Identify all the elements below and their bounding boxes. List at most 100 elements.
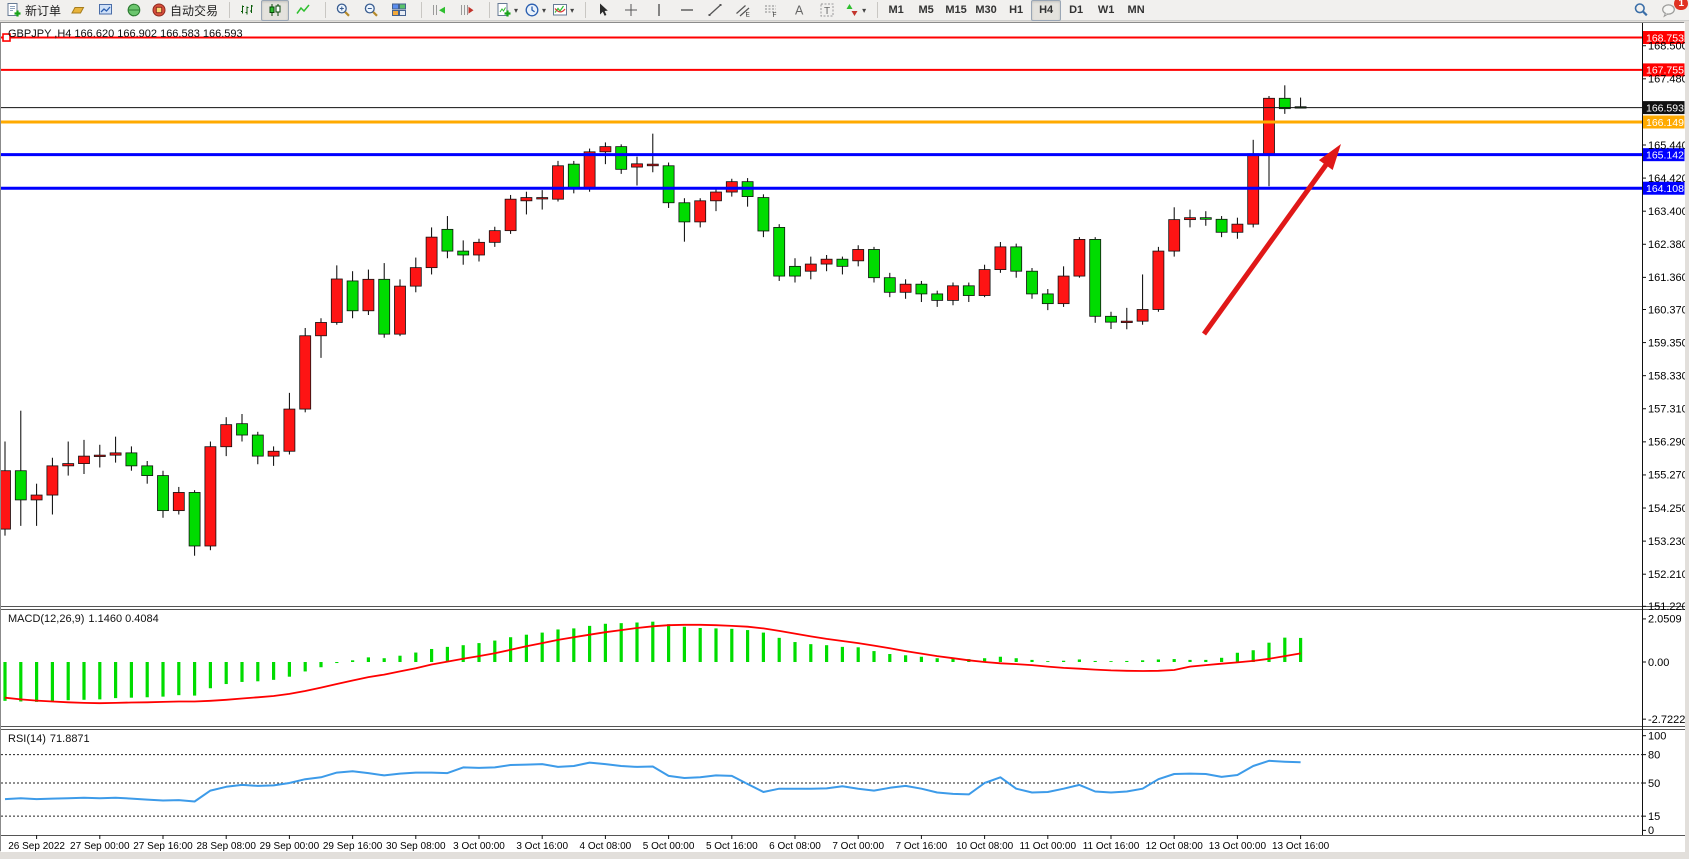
chevron-down-icon: ▾ <box>862 5 867 15</box>
price-badge-167.755 <box>1642 63 1685 77</box>
svg-text:155.270: 155.270 <box>1648 470 1685 482</box>
horizontal-lines: 168.753 167.755 166.593 166.149 165.142 164.1… <box>1 31 1685 195</box>
shapes-button[interactable]: ▾ <box>841 0 869 21</box>
toolbar-separator <box>483 2 491 18</box>
svg-text:29 Sep 00:00: 29 Sep 00:00 <box>260 841 320 852</box>
chart-title: GBPJPY ,H4 166.620 166.902 166.583 166.5… <box>8 28 243 40</box>
clock-icon <box>525 3 539 17</box>
navigator-icon <box>127 3 141 17</box>
new-order-icon <box>7 3 21 17</box>
trendline-button[interactable] <box>701 0 729 21</box>
channel-button[interactable]: E <box>729 0 757 21</box>
chat-icon <box>1662 4 1675 18</box>
timeframe-m30-button[interactable]: M30 <box>975 4 997 16</box>
profiles-button[interactable]: ▾ <box>521 0 549 21</box>
svg-text:168.500: 168.500 <box>1648 41 1685 53</box>
svg-text:164.108: 164.108 <box>1646 183 1684 195</box>
bars-icon <box>241 5 254 15</box>
timeframe-mn-button[interactable]: MN <box>1127 4 1145 16</box>
chevron-down-icon: ▾ <box>542 5 547 15</box>
label-button[interactable]: T <box>813 0 841 21</box>
svg-text:167.480: 167.480 <box>1648 74 1685 86</box>
price-badge-164.108 <box>1642 181 1685 195</box>
svg-text:6 Oct 08:00: 6 Oct 08:00 <box>769 841 821 852</box>
svg-text:166.149: 166.149 <box>1646 117 1684 129</box>
new-order-button[interactable]: 新订单 <box>3 0 64 21</box>
svg-text:0.00: 0.00 <box>1648 657 1669 669</box>
svg-text:7 Oct 00:00: 7 Oct 00:00 <box>832 841 884 852</box>
timeframe-m5-button[interactable]: M5 <box>918 4 934 16</box>
market-watch-button[interactable] <box>92 0 120 21</box>
new-order-button-label: 新订单 <box>25 3 62 18</box>
svg-text:2.0509: 2.0509 <box>1648 614 1682 626</box>
indicators-icon <box>553 4 568 16</box>
candles-icon <box>269 4 281 16</box>
channel-icon: E <box>736 5 751 18</box>
price-badge-166.593 <box>1642 101 1685 115</box>
trend-arrow-annotation[interactable] <box>1201 144 1341 336</box>
chevron-down-icon: ▾ <box>514 5 519 15</box>
svg-text:F: F <box>773 12 777 18</box>
search-button[interactable] <box>1627 0 1655 21</box>
rsi-value: 71.8871 <box>49 733 90 745</box>
timeframe-d1-button[interactable]: D1 <box>1069 4 1084 16</box>
toolbar-right-group: 1 <box>1627 0 1688 21</box>
candles <box>0 85 1307 556</box>
navigator-button[interactable] <box>120 0 148 21</box>
toolbar-separator <box>223 2 231 18</box>
svg-text:5 Oct 16:00: 5 Oct 16:00 <box>706 841 758 852</box>
textT-icon: T <box>820 3 834 17</box>
svg-text:T: T <box>824 6 830 17</box>
cursor-button[interactable] <box>589 0 617 21</box>
svg-text:167.755: 167.755 <box>1646 65 1684 77</box>
zoom-in-button[interactable] <box>329 0 357 21</box>
candlestick-chart-button[interactable] <box>261 0 290 21</box>
line-chart-button[interactable] <box>289 0 317 21</box>
text-button[interactable]: A <box>785 0 813 21</box>
macd-panel <box>3 621 1303 705</box>
svg-text:15: 15 <box>1648 811 1660 823</box>
crosshair-icon <box>625 4 638 16</box>
bar-chart-button[interactable] <box>233 0 261 21</box>
svg-text:12 Oct 08:00: 12 Oct 08:00 <box>1146 841 1204 852</box>
autotrading-button[interactable]: 自动交易 <box>148 0 221 21</box>
auto-scroll-button[interactable] <box>453 0 481 21</box>
timeframe-h1-button[interactable]: H1 <box>1009 4 1024 16</box>
hline-button[interactable] <box>673 0 701 21</box>
tile-windows-button[interactable] <box>385 0 413 21</box>
indicators-button[interactable]: ▾ <box>549 0 577 21</box>
svg-text:27 Sep 00:00: 27 Sep 00:00 <box>70 841 130 852</box>
timeframe-m1-button[interactable]: M1 <box>888 4 904 16</box>
chart-shift-button[interactable] <box>425 0 453 21</box>
line-handle[interactable] <box>2 33 11 42</box>
zoom-out-icon <box>364 3 378 17</box>
timeframe-m15-button[interactable]: M15 <box>945 4 967 16</box>
svg-text:156.290: 156.290 <box>1648 437 1685 449</box>
timeframe-h4-button[interactable]: H4 <box>1031 0 1062 21</box>
svg-text:159.350: 159.350 <box>1648 337 1685 349</box>
toolbar-separator <box>415 2 423 18</box>
svg-text:50: 50 <box>1648 778 1660 790</box>
timeframe-w1-button[interactable]: W1 <box>1097 4 1115 16</box>
svg-text:166.593: 166.593 <box>1646 102 1684 114</box>
fibo-icon: F <box>765 5 777 18</box>
svg-text:A: A <box>795 4 804 18</box>
vline-button[interactable] <box>645 0 673 21</box>
notifications-button[interactable]: 1 <box>1655 0 1688 21</box>
fibonacci-button[interactable]: F <box>757 0 785 21</box>
notification-count-badge: 1 <box>1674 0 1688 10</box>
crosshair-button[interactable] <box>617 0 645 21</box>
autotrading-button-label: 自动交易 <box>170 3 219 18</box>
macd-signal-line <box>4 623 1301 705</box>
zoom-out-button[interactable] <box>357 0 385 21</box>
chart-window: 168.753 167.755 166.593 166.149 165.142 164.1… <box>0 22 1688 852</box>
chart-canvas[interactable]: 168.753 167.755 166.593 166.149 165.142 164.1… <box>0 23 1688 852</box>
svg-text:0: 0 <box>1648 825 1654 837</box>
svg-text:26 Sep 2022: 26 Sep 2022 <box>8 841 65 852</box>
new-chart-button[interactable]: ▾ <box>493 0 521 21</box>
hline-icon <box>681 9 694 11</box>
rsi-name: RSI(14) <box>8 733 46 745</box>
toolbar-separator <box>871 2 879 18</box>
market-depth-button[interactable] <box>64 0 92 21</box>
svg-text:4 Oct 08:00: 4 Oct 08:00 <box>580 841 632 852</box>
